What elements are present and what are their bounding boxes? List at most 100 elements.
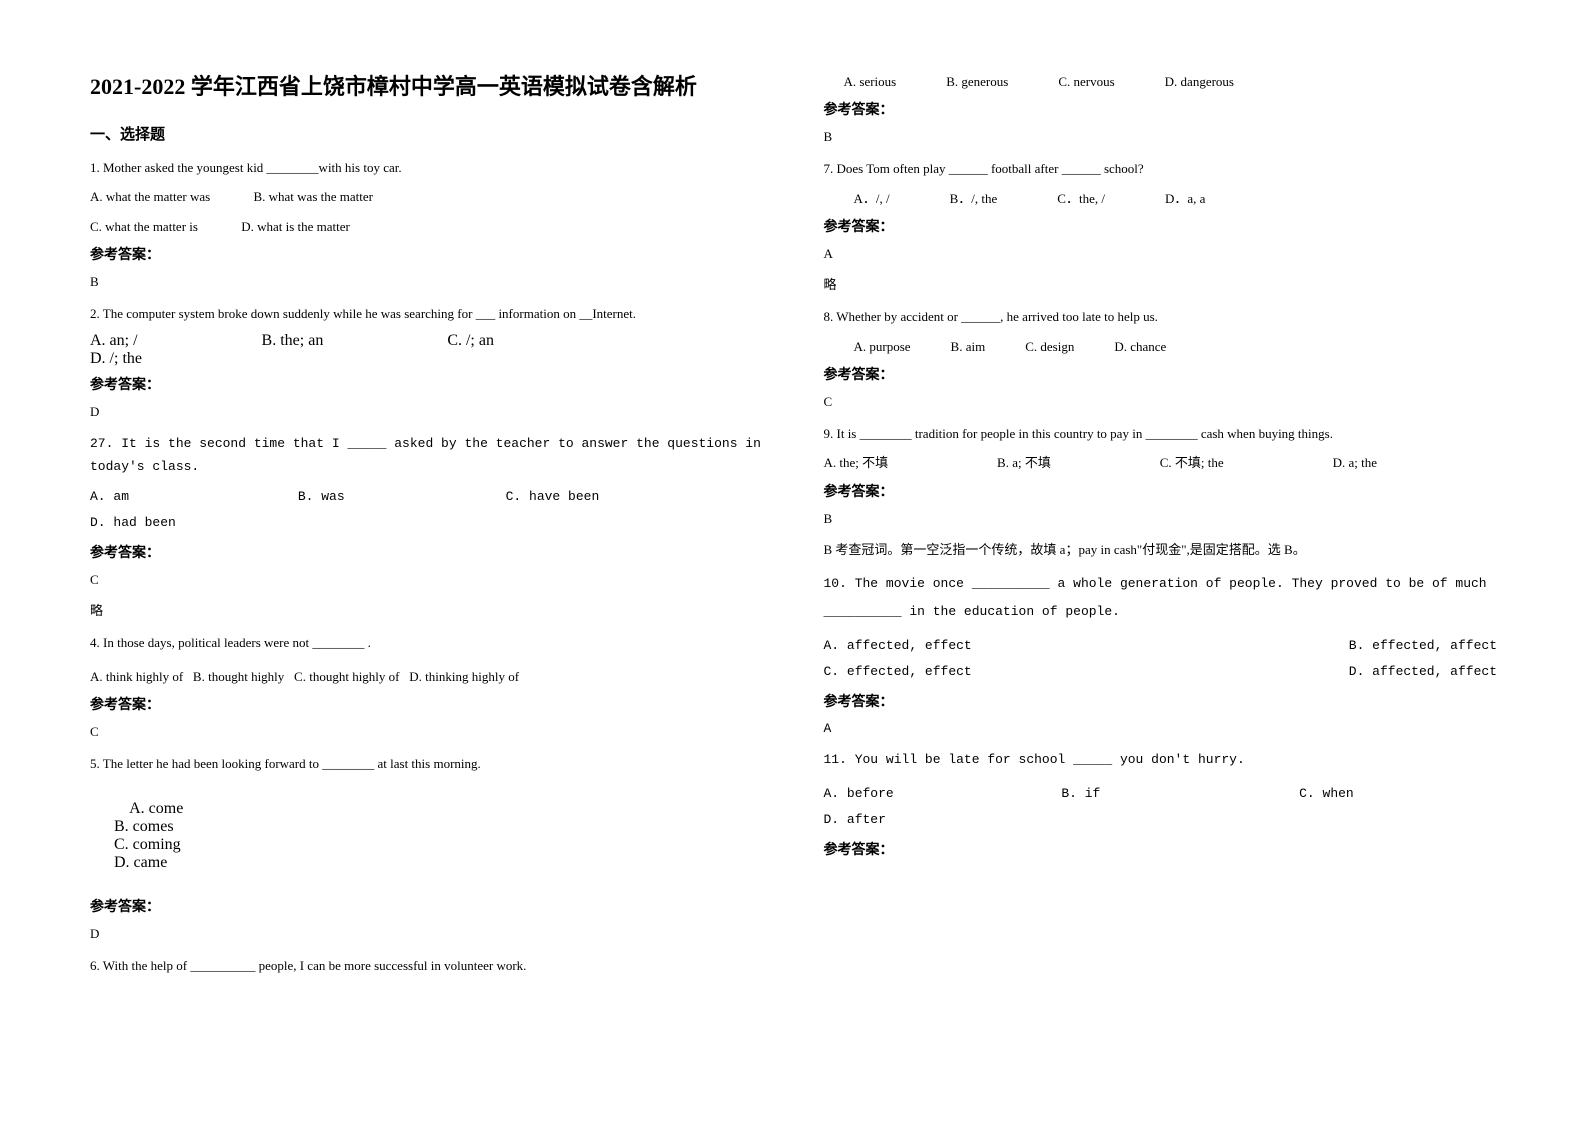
option-d: D. what is the matter (241, 215, 350, 238)
answer-value: C (90, 724, 764, 740)
question-9: 9. It is ________ tradition for people i… (824, 422, 1498, 558)
question-text: 4. In those days, political leaders were… (90, 631, 764, 654)
question-2: 2. The computer system broke down sudden… (90, 302, 764, 419)
option-a: A. what the matter was (90, 185, 210, 208)
answer-label: 参考答案： (824, 99, 1498, 119)
question-options: A. purpose B. aim C. design D. chance (824, 335, 1498, 358)
answer-value: D (90, 926, 764, 942)
answer-label: 参考答案： (824, 364, 1498, 384)
question-options: A. serious B. generous C. nervous D. dan… (824, 70, 1498, 93)
question-options: A. the; 不填 B. a; 不填 C. 不填; the D. a; the (824, 451, 1498, 474)
question-3: 27. It is the second time that I _____ a… (90, 432, 764, 620)
option-a: A. think highly of (90, 669, 183, 684)
question-options: A. come B. comes C. coming D. came (90, 782, 764, 890)
answer-label: 参考答案： (824, 216, 1498, 236)
option-b: B. generous (946, 70, 1008, 93)
document-title: 2021-2022 学年江西省上饶市樟村中学高一英语模拟试卷含解析 (90, 70, 764, 103)
question-text: 2. The computer system broke down sudden… (90, 302, 764, 325)
option-d: D. affected, affect (1349, 659, 1497, 685)
question-options: C. what the matter is D. what is the mat… (90, 215, 764, 238)
question-6-text: 6. With the help of __________ people, I… (90, 954, 764, 977)
question-options: A. think highly of B. thought highly C. … (90, 665, 764, 688)
question-text: 11. You will be late for school _____ yo… (824, 748, 1498, 771)
answer-value: B (90, 274, 764, 290)
option-b: B. a; 不填 (997, 451, 1051, 474)
option-c: C. effected, effect (824, 659, 972, 685)
option-c: C. 不填; the (1160, 451, 1224, 474)
question-text: 7. Does Tom often play ______ football a… (824, 157, 1498, 180)
answer-note: 略 (824, 274, 1498, 293)
answer-value: A (824, 721, 1498, 736)
option-a: A. purpose (854, 335, 911, 358)
answer-label: 参考答案： (90, 542, 764, 562)
right-column: A. serious B. generous C. nervous D. dan… (794, 70, 1528, 1082)
answer-label: 参考答案： (824, 691, 1498, 711)
answer-label: 参考答案： (90, 896, 764, 916)
option-b: B. comes (114, 818, 174, 836)
question-5: 5. The letter he had been looking forwar… (90, 752, 764, 941)
option-c: C. coming (114, 836, 181, 854)
option-c: C. design (1025, 335, 1074, 358)
question-options: A．/, / B．/, the C．the, / D．a, a (824, 187, 1498, 210)
option-c: C. /; an (447, 332, 494, 350)
question-8: 8. Whether by accident or ______, he arr… (824, 305, 1498, 410)
answer-value: A (824, 246, 1498, 262)
question-text: 27. It is the second time that I _____ a… (90, 432, 764, 479)
option-c: C. what the matter is (90, 215, 198, 238)
option-d: D. thinking highly of (409, 669, 519, 684)
option-a: A. the; 不填 (824, 451, 889, 474)
question-10: 10. The movie once __________ a whole ge… (824, 570, 1498, 736)
option-b: B. was (298, 484, 498, 510)
option-b: B. what was the matter (253, 185, 373, 208)
option-d: D. dangerous (1165, 70, 1234, 93)
option-d: D．a, a (1165, 187, 1205, 210)
answer-explanation: B 考查冠词。第一空泛指一个传统，故填 a；pay in cash"付现金",是… (824, 539, 1498, 558)
question-text: 1. Mother asked the youngest kid _______… (90, 156, 764, 179)
option-d: D. /; the (90, 350, 142, 368)
option-b: B. aim (951, 335, 986, 358)
question-11: 11. You will be late for school _____ yo… (824, 748, 1498, 859)
answer-value: D (90, 404, 764, 420)
option-b: B．/, the (950, 187, 998, 210)
question-options: A. am B. was C. have been D. had been (90, 484, 764, 536)
question-6-continued: A. serious B. generous C. nervous D. dan… (824, 70, 1498, 145)
question-text: 9. It is ________ tradition for people i… (824, 422, 1498, 445)
question-text: 5. The letter he had been looking forwar… (90, 752, 764, 775)
question-options: A. an; / B. the; an C. /; an D. /; the (90, 332, 764, 368)
answer-note: 略 (90, 600, 764, 619)
option-a: A. come (114, 800, 183, 818)
option-b: B. if (1061, 781, 1291, 807)
option-d: D. a; the (1333, 451, 1377, 474)
option-d: D. chance (1114, 335, 1166, 358)
answer-label: 参考答案： (824, 481, 1498, 501)
option-a: A. serious (844, 70, 897, 93)
answer-value: C (90, 572, 764, 588)
question-options: A. what the matter was B. what was the m… (90, 185, 764, 208)
option-a: A．/, / (854, 187, 890, 210)
question-options: A. before B. if C. when D. after (824, 781, 1498, 833)
answer-value: B (824, 511, 1498, 527)
left-column: 2021-2022 学年江西省上饶市樟村中学高一英语模拟试卷含解析 一、选择题 … (60, 70, 794, 1082)
option-c: C. nervous (1058, 70, 1114, 93)
answer-value: B (824, 129, 1498, 145)
option-a: A. affected, effect (824, 633, 972, 659)
question-text: 8. Whether by accident or ______, he arr… (824, 305, 1498, 328)
option-b: B. the; an (262, 332, 324, 350)
answer-label: 参考答案： (90, 694, 764, 714)
question-text: 10. The movie once __________ a whole ge… (824, 570, 1498, 627)
answer-value: C (824, 394, 1498, 410)
answer-label: 参考答案： (90, 374, 764, 394)
answer-label: 参考答案： (824, 839, 1498, 859)
option-c: C. when (1299, 781, 1354, 807)
question-7: 7. Does Tom often play ______ football a… (824, 157, 1498, 293)
option-a: A. am (90, 484, 290, 510)
question-1: 1. Mother asked the youngest kid _______… (90, 156, 764, 290)
option-b: B. effected, affect (1349, 633, 1497, 659)
option-d: D. came (114, 854, 167, 872)
answer-label: 参考答案： (90, 244, 764, 264)
option-c: C．the, / (1057, 187, 1105, 210)
option-c: C. have been (506, 484, 600, 510)
option-a: A. an; / (90, 332, 138, 350)
option-d: D. after (824, 807, 1054, 833)
section-header: 一、选择题 (90, 123, 764, 144)
